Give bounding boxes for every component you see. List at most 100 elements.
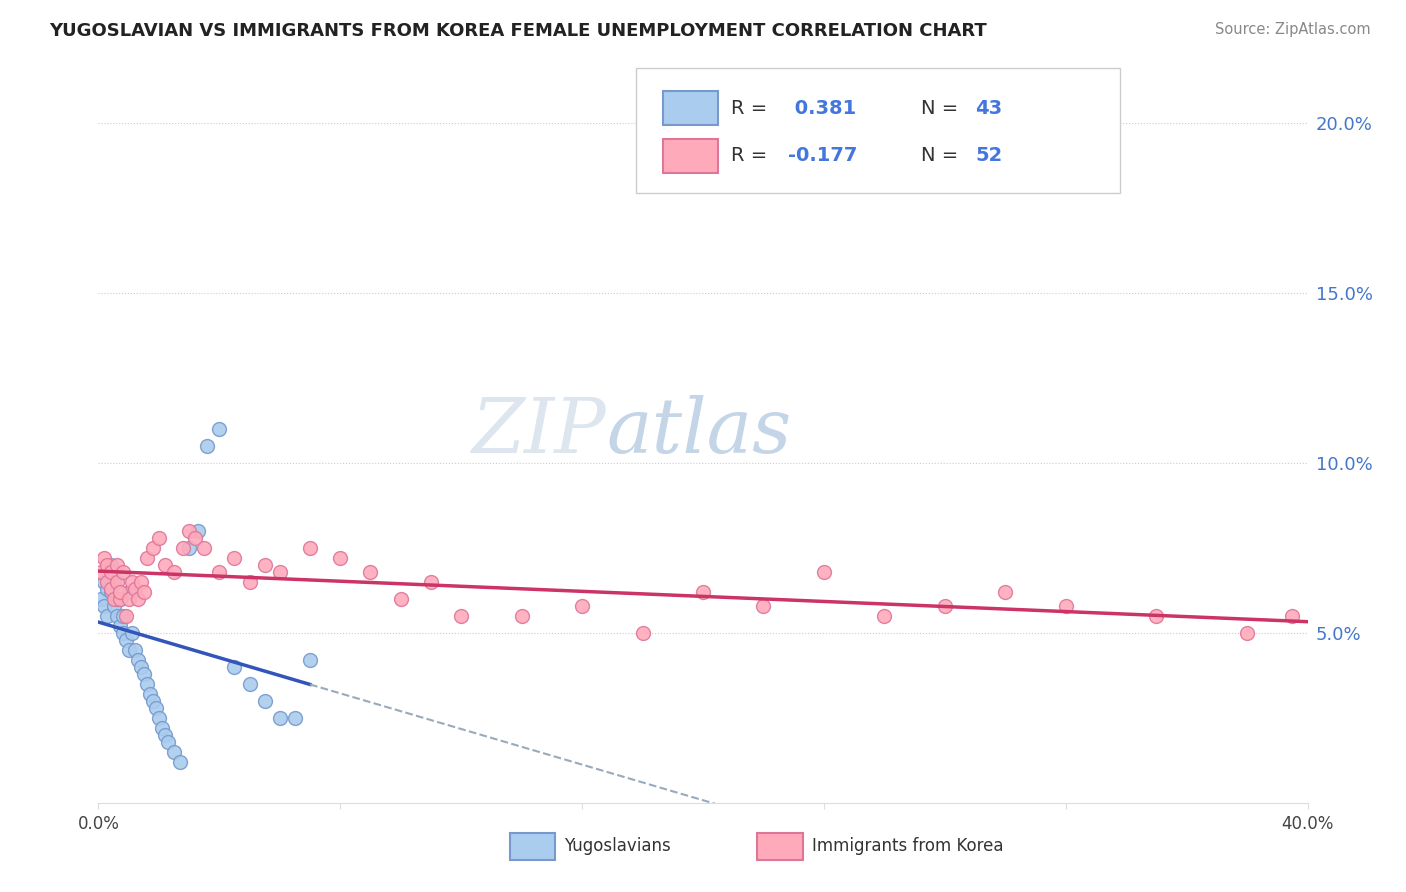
Point: [121, 574, 143, 589]
Point: [299, 653, 322, 667]
FancyBboxPatch shape: [509, 833, 555, 860]
Point: [142, 694, 165, 708]
Point: [124, 582, 146, 596]
Point: [510, 608, 533, 623]
Point: [127, 591, 149, 606]
Point: [994, 585, 1017, 599]
Text: atlas: atlas: [606, 395, 792, 468]
Point: [1236, 626, 1258, 640]
Point: [150, 721, 173, 735]
Point: [93, 599, 115, 613]
Point: [145, 700, 167, 714]
Point: [148, 711, 170, 725]
Point: [111, 565, 134, 579]
FancyBboxPatch shape: [637, 68, 1121, 193]
Text: R =: R =: [731, 146, 773, 165]
Point: [299, 541, 322, 555]
Point: [96, 582, 118, 596]
Point: [420, 574, 443, 589]
Point: [195, 439, 218, 453]
Point: [873, 608, 896, 623]
Point: [224, 551, 246, 566]
Point: [114, 608, 136, 623]
Text: 0.381: 0.381: [787, 99, 856, 118]
Point: [135, 551, 157, 566]
Point: [100, 585, 122, 599]
Point: [269, 711, 291, 725]
Point: [239, 574, 262, 589]
Point: [208, 422, 231, 436]
Point: [239, 677, 262, 691]
Text: -0.177: -0.177: [787, 146, 858, 165]
Point: [103, 574, 125, 589]
Point: [108, 591, 131, 606]
Point: [100, 558, 122, 572]
Point: [692, 585, 714, 599]
Point: [163, 745, 186, 759]
Point: [142, 541, 165, 555]
Point: [253, 694, 276, 708]
Point: [153, 728, 176, 742]
Text: YUGOSLAVIAN VS IMMIGRANTS FROM KOREA FEMALE UNEMPLOYMENT CORRELATION CHART: YUGOSLAVIAN VS IMMIGRANTS FROM KOREA FEM…: [49, 22, 987, 40]
Point: [132, 666, 155, 681]
Point: [105, 574, 128, 589]
Point: [752, 599, 775, 613]
Point: [93, 551, 115, 566]
Point: [135, 677, 157, 691]
Point: [96, 574, 118, 589]
Point: [571, 599, 593, 613]
Point: [96, 558, 118, 572]
Point: [118, 643, 141, 657]
Point: [1054, 599, 1077, 613]
Point: [132, 585, 155, 599]
Point: [100, 565, 122, 579]
Point: [631, 626, 654, 640]
Point: [253, 558, 276, 572]
Point: [450, 608, 472, 623]
Point: [208, 565, 231, 579]
Point: [156, 734, 179, 748]
Point: [184, 531, 207, 545]
Text: N =: N =: [921, 99, 965, 118]
Point: [1144, 608, 1167, 623]
Point: [96, 608, 118, 623]
FancyBboxPatch shape: [758, 833, 803, 860]
Point: [108, 585, 131, 599]
Point: [127, 653, 149, 667]
Point: [360, 565, 382, 579]
Point: [90, 565, 112, 579]
Text: N =: N =: [921, 146, 965, 165]
Point: [108, 619, 131, 633]
Point: [129, 660, 152, 674]
Point: [121, 626, 143, 640]
Text: ZIP: ZIP: [471, 395, 606, 468]
Point: [103, 591, 125, 606]
Text: R =: R =: [731, 99, 773, 118]
Point: [90, 591, 112, 606]
Point: [111, 626, 134, 640]
Point: [193, 541, 215, 555]
FancyBboxPatch shape: [664, 138, 717, 173]
Point: [284, 711, 307, 725]
Point: [93, 574, 115, 589]
Point: [329, 551, 352, 566]
Point: [100, 582, 122, 596]
Point: [187, 524, 209, 538]
Point: [118, 591, 141, 606]
Text: 43: 43: [976, 99, 1002, 118]
Point: [389, 591, 412, 606]
Text: Source: ZipAtlas.com: Source: ZipAtlas.com: [1215, 22, 1371, 37]
Text: Yugoslavians: Yugoslavians: [564, 838, 671, 855]
Point: [139, 687, 162, 701]
Point: [129, 574, 152, 589]
Point: [148, 531, 170, 545]
Text: 52: 52: [976, 146, 1002, 165]
Point: [124, 643, 146, 657]
Point: [224, 660, 246, 674]
Point: [172, 541, 194, 555]
Point: [114, 632, 136, 647]
FancyBboxPatch shape: [664, 91, 717, 125]
Point: [179, 524, 201, 538]
Point: [934, 599, 956, 613]
Point: [169, 755, 191, 769]
